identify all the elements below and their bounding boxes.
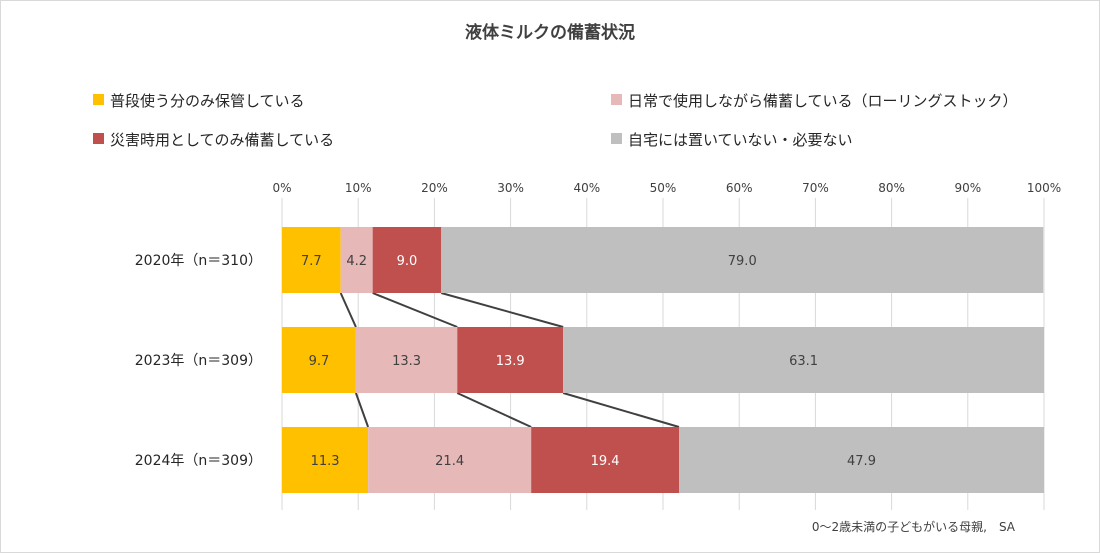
x-tick-label: 40% bbox=[573, 181, 600, 195]
data-label: 13.9 bbox=[496, 354, 525, 369]
legend-label-3: 自宅には置いていない・必要ない bbox=[628, 131, 853, 149]
series-line bbox=[456, 392, 532, 428]
bars bbox=[282, 227, 1044, 493]
bar-segment bbox=[282, 327, 356, 393]
x-tick-label: 100% bbox=[1027, 181, 1061, 195]
bar-segment bbox=[563, 327, 1044, 393]
bar-segment bbox=[282, 427, 369, 493]
data-label: 47.9 bbox=[847, 454, 876, 469]
value-labels: 7.7 4.2 9.0 79.0 9.7 13.3 13.9 63.1 11.3 21.4 19.4… bbox=[301, 254, 876, 469]
bar-segment bbox=[340, 227, 373, 293]
data-label: 9.0 bbox=[397, 254, 418, 269]
data-label: 11.3 bbox=[311, 454, 340, 469]
bar-segment bbox=[441, 227, 1044, 293]
series-line bbox=[339, 292, 357, 328]
series-line bbox=[372, 292, 458, 328]
x-tick-label: 20% bbox=[421, 181, 448, 195]
x-tick-label: 70% bbox=[802, 181, 829, 195]
legend-swatch-3 bbox=[611, 133, 622, 144]
x-axis-ticks: 0% 10% 20% 30% 40% 50% 60% 70% 80% 90% 100% bbox=[272, 181, 1061, 195]
chart-note: 0～2歳未満の子どもがいる母親, SA bbox=[812, 519, 1016, 534]
bar-segment bbox=[457, 327, 564, 393]
data-label: 79.0 bbox=[728, 254, 757, 269]
series-line bbox=[354, 392, 370, 428]
data-label: 19.4 bbox=[591, 454, 620, 469]
data-label: 13.3 bbox=[392, 354, 421, 369]
x-tick-label: 0% bbox=[272, 181, 291, 195]
x-tick-label: 90% bbox=[954, 181, 981, 195]
legend-label-2: 災害時用としてのみ備蓄している bbox=[110, 131, 334, 149]
category-label: 2024年（n＝309） bbox=[135, 453, 262, 469]
series-lines bbox=[339, 292, 680, 428]
data-label: 21.4 bbox=[435, 454, 464, 469]
legend-swatch-0 bbox=[93, 94, 104, 105]
legend-swatch-2 bbox=[93, 133, 104, 144]
data-label: 9.7 bbox=[309, 354, 330, 369]
legend-label-0: 普段使う分のみ保管している bbox=[110, 92, 305, 110]
x-tick-label: 60% bbox=[726, 181, 753, 195]
category-label: 2023年（n＝309） bbox=[135, 353, 262, 369]
bar-segment bbox=[368, 427, 532, 493]
legend-swatch-1 bbox=[611, 94, 622, 105]
bar-segment bbox=[355, 327, 458, 393]
x-tick-label: 30% bbox=[497, 181, 524, 195]
data-label: 7.7 bbox=[301, 254, 322, 269]
x-tick-label: 10% bbox=[345, 181, 372, 195]
category-label: 2020年（n＝310） bbox=[135, 253, 262, 269]
data-label: 63.1 bbox=[789, 354, 818, 369]
bar-segment bbox=[679, 427, 1044, 493]
bar-segment bbox=[531, 427, 680, 493]
data-label: 4.2 bbox=[346, 254, 367, 269]
category-labels: 2020年（n＝310） 2023年（n＝309） 2024年（n＝309） bbox=[135, 253, 262, 469]
series-line bbox=[440, 292, 564, 328]
x-tick-label: 80% bbox=[878, 181, 905, 195]
chart-title: 液体ミルクの備蓄状況 bbox=[465, 22, 635, 43]
bar-segment bbox=[372, 227, 442, 293]
bar-segment bbox=[282, 227, 341, 293]
legend-label-1: 日常で使用しながら備蓄している（ローリングストック） bbox=[628, 92, 1018, 110]
legend: 普段使う分のみ保管している 日常で使用しながら備蓄している（ローリングストック）… bbox=[93, 92, 1018, 149]
x-tick-label: 50% bbox=[650, 181, 677, 195]
series-line bbox=[562, 392, 680, 428]
